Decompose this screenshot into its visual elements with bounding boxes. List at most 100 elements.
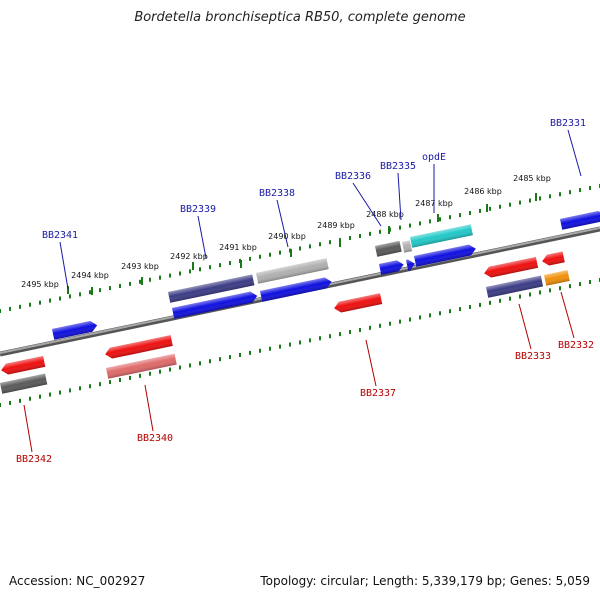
gene-box-bb2340-b [106,353,177,379]
lower-scale-dot [459,307,461,312]
lower-scale-dot [519,294,521,299]
gene-box-bb2338-a-shade [256,258,329,284]
gene-arrow-bb2332-a-shade [542,251,565,266]
leader-line-top [352,182,382,227]
upper-scale-dot [509,202,511,207]
leader-line-bottom [560,291,575,339]
gene-box-bb2333-b [486,275,544,298]
upper-scale-dot [299,246,301,251]
upper-scale-dot [39,300,41,305]
gene-label-bb2331: BB2331 [550,118,586,129]
leader-line-top [197,215,207,259]
gene-arrow-bb2339-b-shade [172,291,258,319]
kbp-tick-label: 2492 kbp [170,252,208,261]
lower-scale-dot [139,373,141,378]
gene-box-bb2333-b-shade [486,275,544,298]
lower-scale-dot [59,390,61,395]
leader-line-top [397,172,402,221]
kbp-tick-label: 2490 kbp [268,232,306,241]
kbp-tick-label: 2494 kbp [71,271,109,280]
lower-scale-dot [129,375,131,380]
upper-scale-dot [169,273,171,278]
gene-arrow-bb2342-a-shade [1,356,46,375]
lower-scale-dot [539,290,541,295]
upper-scale-dot [199,267,201,272]
gene-box-bb2336-a-shade [375,240,402,257]
lower-scale-dot [469,305,471,310]
upper-scale-dot [359,233,361,238]
lower-scale-dot [79,386,81,391]
gene-box-opde [410,224,473,248]
kbp-tick-mark [486,204,488,212]
gene-box-bb2336-a [375,240,402,257]
upper-scale-dot [529,198,531,203]
gene-arrow-bb2338-b [260,277,332,302]
upper-scale-dot [549,194,551,199]
kbp-tick-label: 2485 kbp [513,174,551,183]
lower-scale-dot [499,298,501,303]
lower-scale-dot [89,384,91,389]
upper-scale-dot [0,309,1,313]
upper-scale-dot [419,221,421,226]
kbp-tick-mark [290,249,292,257]
gene-arrow-bb2333-a [484,256,539,278]
gene-box-bb2339-a [168,274,255,303]
lower-scale-dot [409,317,411,322]
upper-scale-dot [449,215,451,220]
lower-scale-dot [99,382,101,387]
gene-box-bb2332-b [544,270,570,286]
upper-scale-dot [459,213,461,218]
leader-line-bottom [23,404,33,453]
kbp-tick-mark [535,193,537,201]
lower-scale-dot [479,302,481,307]
upper-scale-dot [369,231,371,236]
upper-scale-dot [379,229,381,234]
lower-scale-dot [169,367,171,372]
lower-scale-dot [379,323,381,328]
gene-arrow-bb2331-shade [560,211,600,230]
lower-scale-dot [189,363,191,368]
gene-box-opde-shade [410,224,473,248]
upper-scale-dot [19,304,21,309]
lower-scale-dot [209,359,211,364]
kbp-tick-label: 2491 kbp [219,243,257,252]
upper-scale-dot [349,236,351,241]
kbp-tick-label: 2488 kbp [366,210,404,219]
lower-scale-dot [309,338,311,343]
lower-scale-dot [329,334,331,339]
upper-scale-dot [589,185,591,190]
lower-scale-dot [489,300,491,305]
upper-scale-dot [219,263,221,268]
gene-label-bb2332: BB2332 [558,340,594,351]
upper-scale-dot [479,208,481,213]
lower-scale-dot [399,319,401,324]
upper-scale-dot [469,211,471,216]
gene-arrow-bb2337-shade [334,293,383,313]
lower-scale-dot [69,388,71,393]
leader-line-top [567,129,582,177]
gene-label-bb2339: BB2339 [180,204,216,215]
lower-scale-dot [219,357,221,362]
upper-scale-dot [319,242,321,247]
upper-scale-dot [89,290,91,295]
gene-label-bb2336: BB2336 [335,171,371,182]
gene-label-bb2337: BB2337 [360,388,396,399]
map-title: Bordetella bronchiseptica RB50, complete… [134,10,466,25]
upper-scale-dot [159,275,161,280]
lower-scale-dot [559,286,561,291]
gene-label-bb2341: BB2341 [42,230,78,241]
lower-scale-dot [549,288,551,293]
upper-scale-dot [429,219,431,224]
upper-scale-dot [439,217,441,222]
kbp-tick-mark [67,286,69,294]
upper-scale-dot [149,277,151,282]
upper-scale-dot [99,288,101,293]
upper-scale-dot [109,286,111,291]
gene-arrow-bb2336-b-shade [379,260,404,275]
upper-scale-dot [29,302,31,307]
upper-scale-dot [79,292,81,297]
lower-scale-dot [449,309,451,314]
upper-scale-dot [569,190,571,195]
gene-box-bb2332-b-shade [544,270,570,286]
upper-scale-dot [179,271,181,276]
